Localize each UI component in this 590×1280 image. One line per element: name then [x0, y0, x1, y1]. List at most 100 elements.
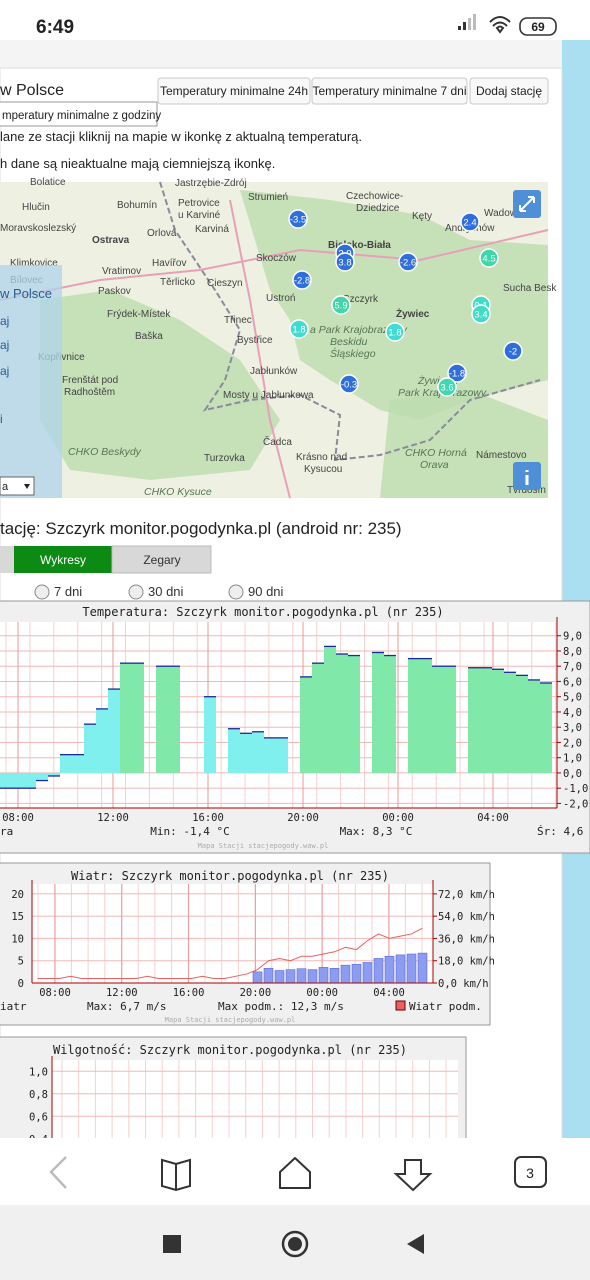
map-label: Frýdek-Místek: [107, 309, 171, 320]
chart-footer: Śr: 4,6: [537, 825, 583, 838]
x-tick-label: 16:00: [192, 812, 224, 824]
back-button[interactable]: [49, 1156, 67, 1189]
map-road: [0, 199, 549, 499]
select-arrow: [24, 484, 30, 489]
bar: [516, 675, 528, 773]
tooltip: [0, 101, 158, 127]
tabs-button[interactable]: [514, 1156, 547, 1188]
bar: [263, 967, 274, 984]
tab-label: Zegary: [143, 553, 180, 567]
map-label: u Karviné: [178, 210, 221, 221]
map-label: Radhoštěm: [64, 387, 115, 398]
map-label: Dziedzice: [356, 203, 400, 214]
bar: [444, 666, 456, 773]
bar: [264, 737, 276, 773]
map-marker[interactable]: [460, 212, 480, 232]
header-button[interactable]: [469, 77, 549, 105]
map-label: Śląskiego: [330, 347, 376, 360]
map-marker-label: 3.8: [338, 258, 351, 269]
map-marker[interactable]: [471, 304, 491, 324]
y-tick-label: 15: [11, 911, 24, 923]
map-forest: [380, 390, 548, 498]
tab-active[interactable]: [14, 546, 112, 573]
map-marker[interactable]: [339, 374, 359, 394]
bar: [384, 955, 395, 984]
map-label: Bystřice: [237, 335, 273, 346]
map-label: Mosty u Jabłunkowa: [223, 390, 314, 401]
header-button[interactable]: [157, 77, 311, 105]
bar: [408, 658, 420, 773]
map-marker[interactable]: [437, 377, 457, 397]
home-button[interactable]: [279, 1157, 311, 1189]
bar: [108, 689, 120, 773]
map-label: Čadca: [263, 435, 292, 448]
bar: [48, 772, 60, 776]
map-marker[interactable]: [289, 319, 309, 339]
download-button[interactable]: [393, 1159, 433, 1192]
map-label: Klimkovice: [10, 258, 58, 269]
map-marker[interactable]: [503, 341, 523, 361]
y2-tick-label: 18,0 km/h: [438, 956, 495, 968]
info-text: lane ze stacji kliknij na mapie w ikonkę…: [0, 129, 362, 144]
legend-label: Wiatr podm.: [409, 1000, 482, 1013]
bookmarks-button[interactable]: [161, 1158, 191, 1192]
bar: [168, 666, 180, 773]
bar: [60, 754, 72, 773]
map-label: Orava: [420, 459, 449, 471]
radio[interactable]: [228, 584, 244, 600]
x-tick-label: 12:00: [97, 812, 129, 824]
bar: [420, 658, 432, 773]
map-marker[interactable]: [288, 209, 308, 229]
nav-recents[interactable]: [163, 1235, 181, 1253]
y-tick-label: 20: [11, 889, 24, 901]
map-label: Kęty: [412, 211, 432, 222]
nav-home[interactable]: [281, 1230, 309, 1258]
signal-bar: [458, 26, 461, 30]
radio[interactable]: [128, 584, 144, 600]
bar: [468, 667, 480, 773]
map-marker[interactable]: [479, 248, 499, 268]
y2-tick-label: 54,0 km/h: [438, 911, 495, 923]
bar: [252, 971, 263, 984]
map-marker[interactable]: [447, 363, 467, 383]
bar: [362, 962, 373, 984]
header-button-label: Dodaj stację: [476, 84, 542, 98]
x-tick-label: 16:00: [173, 987, 205, 999]
y-tick-label: 3,0 °: [563, 722, 590, 734]
y-tick-label: 0,6: [29, 1111, 48, 1123]
map-select[interactable]: [0, 476, 35, 496]
map-panel: [0, 265, 62, 498]
bar: [417, 952, 428, 984]
side-strip: [562, 40, 590, 1140]
info-text: h dane są nieaktualne mają ciemniejszą i…: [0, 156, 275, 171]
header-button[interactable]: [311, 77, 468, 105]
bar: [492, 669, 504, 773]
map-marker[interactable]: [398, 252, 418, 272]
gust-line: [37, 927, 423, 980]
y-tick-label: -1,0 °: [563, 783, 590, 795]
header-button-label: Temperatury minimalne 7 dni: [312, 84, 466, 98]
bar: [395, 954, 406, 984]
bar: [528, 679, 540, 773]
signal-bar: [468, 18, 471, 30]
radio[interactable]: [34, 584, 50, 600]
y-tick-label: 10: [11, 933, 24, 945]
map-marker[interactable]: [292, 270, 312, 290]
map-marker[interactable]: [331, 295, 351, 315]
map-label: Jabłunków: [250, 366, 298, 377]
x-tick-label: 08:00: [39, 987, 71, 999]
tab[interactable]: [111, 545, 212, 574]
nav-back[interactable]: [407, 1234, 424, 1254]
radio-label: 90 dni: [248, 584, 284, 599]
map-marker[interactable]: [385, 322, 405, 342]
x-tick-label: 00:00: [382, 812, 414, 824]
map-label: a Park Krajobrazowy: [310, 324, 408, 336]
page-title: w Polsce: [0, 82, 64, 99]
bar: [480, 667, 492, 773]
browser-toolbar-bg: [0, 1138, 590, 1205]
map-panel-text: aj: [0, 314, 9, 328]
chart-footer: Min: -1,4 °C: [150, 825, 229, 838]
map-panel-text: aj: [0, 364, 9, 378]
map-marker[interactable]: [335, 252, 355, 272]
bar: [132, 663, 144, 773]
